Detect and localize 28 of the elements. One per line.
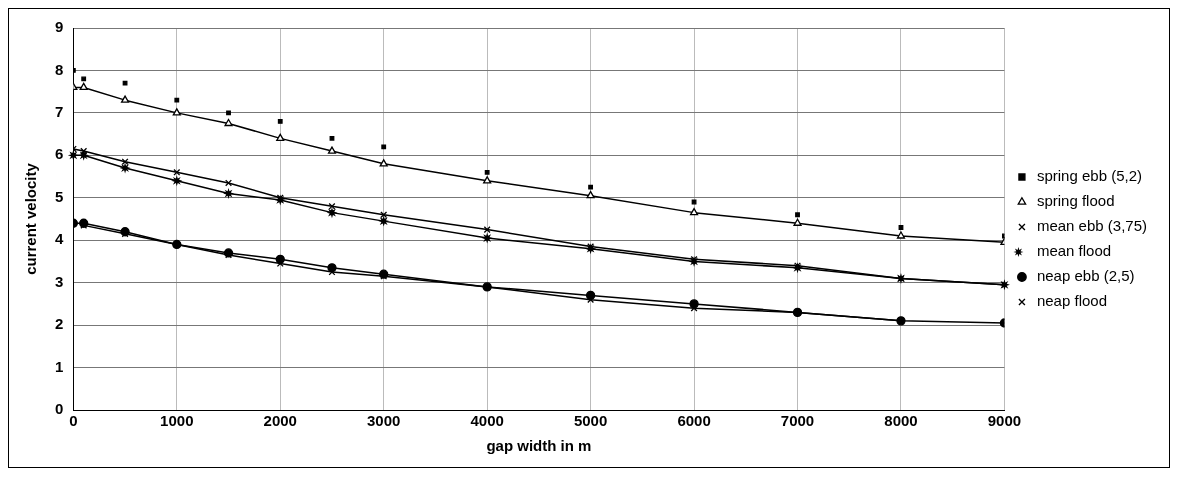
x-tick-label: 6000 xyxy=(677,412,711,430)
y-tick-label: 0 xyxy=(55,400,64,418)
y-tick-label: 5 xyxy=(55,187,64,205)
x-tick-label: 4000 xyxy=(470,412,504,430)
y-tick-label: 8 xyxy=(55,60,64,78)
x-tick-label: 9000 xyxy=(987,412,1022,430)
x-axis-title: gap width in m xyxy=(486,437,592,455)
y-tick-label: 4 xyxy=(55,230,64,248)
legend-label: mean flood xyxy=(1036,242,1112,260)
legend-label: neap ebb (2,5) xyxy=(1036,267,1135,285)
y-axis-title: current velocity xyxy=(22,162,40,275)
y-tick-label: 1 xyxy=(55,357,64,375)
x-tick-label: 1000 xyxy=(160,412,194,430)
y-tick-label: 7 xyxy=(55,103,64,121)
y-tick-label: 6 xyxy=(55,145,64,163)
x-tick-label: 8000 xyxy=(884,412,918,430)
x-tick-label: 5000 xyxy=(573,412,608,430)
y-tick-label: 9 xyxy=(55,18,64,36)
legend-label: spring ebb (5,2) xyxy=(1036,167,1142,185)
legend-label: neap flood xyxy=(1036,292,1108,310)
legend-label: mean ebb (3,75) xyxy=(1036,217,1148,235)
x-tick-label: 7000 xyxy=(780,412,815,430)
y-tick-label: 3 xyxy=(55,272,64,290)
y-tick-label: 2 xyxy=(55,315,64,333)
x-tick-label: 2000 xyxy=(263,412,297,430)
x-tick-label: 3000 xyxy=(367,412,401,430)
legend-label: spring flood xyxy=(1036,192,1115,210)
x-tick-label: 0 xyxy=(69,412,78,430)
